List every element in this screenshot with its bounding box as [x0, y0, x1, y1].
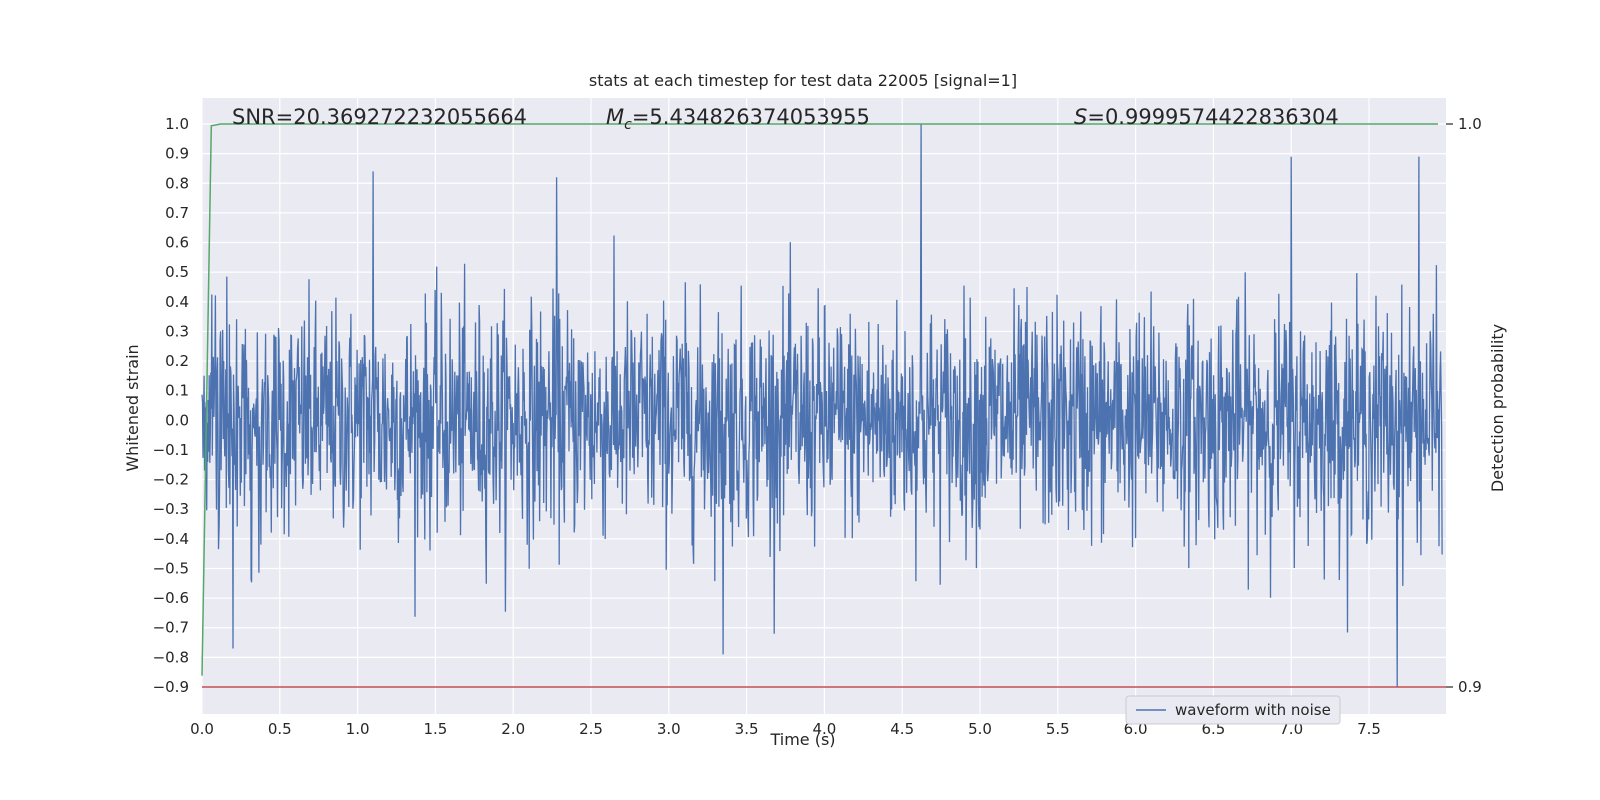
x-tick-label: 0.0	[190, 720, 214, 738]
snr-annotation: SNR=20.369272232055664	[232, 105, 527, 129]
x-tick-label: 4.5	[890, 720, 914, 738]
y-axis-label: Whitened strain	[123, 344, 142, 471]
y2-tick-label: 1.0	[1458, 115, 1482, 133]
x-tick-label: 5.0	[968, 720, 992, 738]
y-tick-label: −0.1	[153, 441, 189, 459]
y2-tick-label: 0.9	[1458, 678, 1482, 696]
s-annotation: S=0.9999574422836304	[1074, 105, 1339, 129]
y-tick-label: 0.9	[165, 145, 189, 163]
legend-box	[1125, 695, 1341, 725]
y-tick-label: 0.0	[165, 411, 189, 429]
y-tick-label: 0.7	[165, 204, 189, 222]
legend-label-waveform: waveform with noise	[1175, 701, 1331, 719]
y-tick-label: 0.1	[165, 382, 189, 400]
s-value: =0.9999574422836304	[1087, 105, 1338, 129]
y-tick-label: 0.5	[165, 263, 189, 281]
x-tick-label: 5.5	[1046, 720, 1070, 738]
x-tick-label: 3.5	[735, 720, 759, 738]
x-tick-label: 0.5	[268, 720, 292, 738]
chart-title: stats at each timestep for test data 220…	[589, 71, 1017, 90]
y-tick-label: −0.6	[153, 589, 189, 607]
y2-axis-label: Detection probability	[1488, 324, 1507, 492]
y-tick-label: 0.8	[165, 174, 189, 192]
chirp-mass-subscript: c	[624, 117, 632, 133]
x-tick-label: 3.0	[657, 720, 681, 738]
y2-axis-ticks: 1.0 0.9	[1446, 115, 1482, 696]
y-tick-label: −0.7	[153, 619, 189, 637]
series-waveform-with-noise	[201, 123, 1443, 688]
chirp-mass-annotation: Mc=5.434826374053955	[606, 105, 870, 133]
chirp-mass-value: =5.434826374053955	[632, 105, 870, 129]
y-tick-label: −0.4	[153, 530, 189, 548]
y-tick-label: −0.5	[153, 559, 189, 577]
y-tick-label: 1.0	[165, 115, 189, 133]
y-tick-label: −0.8	[153, 648, 189, 666]
x-tick-label: 2.5	[579, 720, 603, 738]
x-tick-label: 7.5	[1357, 720, 1381, 738]
y-tick-label: −0.3	[153, 500, 189, 518]
x-tick-label: 4.0	[812, 720, 836, 738]
x-tick-label: 1.0	[346, 720, 370, 738]
y-tick-label: 0.3	[165, 322, 189, 340]
y-axis-ticks: 1.0 0.9 0.8 0.7 0.6 0.5 0.4 0.3 0.2 0.1 0.0 −0.1 −0.…	[153, 115, 189, 696]
y-tick-label: 0.6	[165, 234, 189, 252]
y-tick-label: 0.4	[165, 293, 189, 311]
series-detection-probability-line	[201, 123, 1438, 676]
s-symbol: S	[1074, 105, 1087, 129]
y-tick-label: −0.2	[153, 471, 189, 489]
y-tick-label: −0.9	[153, 678, 189, 696]
x-axis-label: Time (s)	[769, 730, 835, 749]
chirp-mass-symbol: M	[606, 105, 624, 129]
y-tick-label: 0.2	[165, 352, 189, 370]
x-tick-label: 1.5	[423, 720, 447, 738]
legend: waveform with noise	[1125, 695, 1341, 725]
x-tick-label: 2.0	[501, 720, 525, 738]
